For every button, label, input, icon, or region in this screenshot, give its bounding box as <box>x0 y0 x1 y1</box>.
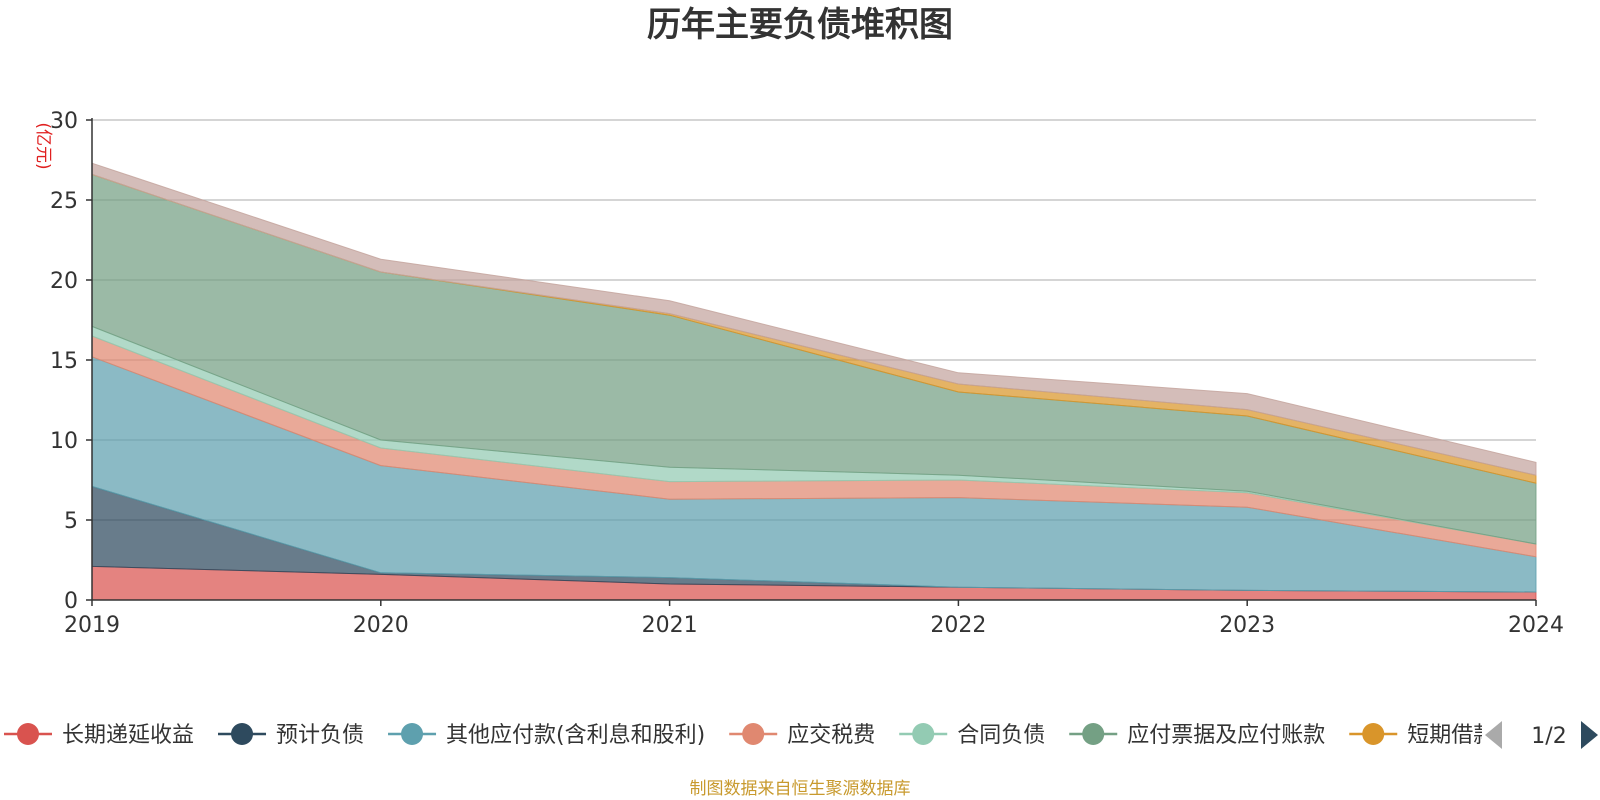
legend-label: 其他应付款(含利息和股利) <box>446 723 705 748</box>
x-tick-label: 2024 <box>1508 613 1564 638</box>
legend-label: 应交税费 <box>787 723 875 748</box>
legend-item[interactable]: 长期递延收益 <box>4 723 194 748</box>
legend-dot-icon <box>17 723 39 745</box>
legend-dot-icon <box>231 723 254 745</box>
y-tick-label: 20 <box>50 269 78 294</box>
legend-dot-icon <box>742 723 765 745</box>
chart-title: 历年主要负债堆积图 <box>647 5 953 45</box>
legend-item[interactable]: 预计负债 <box>218 723 364 748</box>
unit-label: (亿元) <box>33 122 53 169</box>
triangle-left-icon[interactable] <box>1485 721 1502 749</box>
y-tick-label: 10 <box>50 429 78 454</box>
x-tick-label: 2022 <box>930 613 986 638</box>
legend-items: 长期递延收益 预计负债 其他应付款(含利息和股利) 应交税费 合同负债 应付票据及应付账款… <box>4 723 1495 748</box>
legend-page-indicator: 1/2 <box>1531 724 1566 749</box>
source-footer: 制图数据来自恒生聚源数据库 <box>689 779 911 799</box>
legend-label: 短期借款 <box>1407 723 1495 748</box>
legend-item[interactable]: 短期借款 <box>1349 723 1495 748</box>
legend-label: 应付票据及应付账款 <box>1127 723 1325 748</box>
y-tick-label: 5 <box>64 509 78 534</box>
axes: 0 5 10 15 20 25 30 2019 2020 2021 2022 2023 2024 (亿元) <box>33 109 1564 638</box>
legend-item[interactable]: 应付票据及应付账款 <box>1069 723 1325 748</box>
legend: 长期递延收益 预计负债 其他应付款(含利息和股利) 应交税费 合同负债 应付票据及应付账款… <box>4 721 1598 749</box>
legend-label: 合同负债 <box>957 723 1045 748</box>
x-tick-label: 2021 <box>642 613 698 638</box>
area-series-7 <box>91 162 1537 476</box>
y-tick-label: 0 <box>64 589 78 614</box>
legend-dot-icon <box>1082 723 1105 745</box>
legend-item[interactable]: 应交税费 <box>729 723 875 748</box>
legend-label: 长期递延收益 <box>62 723 194 748</box>
legend-dot-icon <box>912 723 935 745</box>
legend-item[interactable]: 其他应付款(含利息和股利) <box>388 723 705 748</box>
area-series <box>91 162 1537 601</box>
legend-dot-icon <box>1362 723 1385 745</box>
y-tick-label: 15 <box>50 349 78 374</box>
triangle-right-icon[interactable] <box>1581 721 1598 749</box>
legend-dot-icon <box>401 723 424 745</box>
x-tick-label: 2019 <box>64 613 120 638</box>
legend-label: 预计负债 <box>276 723 364 748</box>
x-tick-label: 2023 <box>1219 613 1275 638</box>
legend-item[interactable]: 合同负债 <box>899 723 1045 748</box>
x-tick-label: 2020 <box>353 613 409 638</box>
y-tick-label: 30 <box>50 109 78 134</box>
y-tick-label: 25 <box>50 189 78 214</box>
